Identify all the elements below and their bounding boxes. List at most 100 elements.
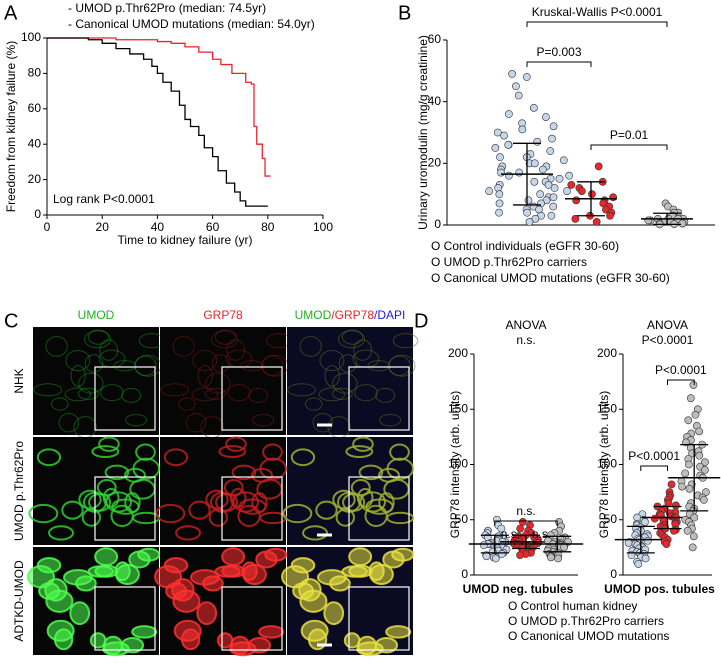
data-point [549,193,558,202]
tubule [94,547,119,567]
km-curve [47,37,268,207]
tubule [189,569,220,586]
data-point [624,539,633,547]
data-point [505,171,513,180]
data-point [641,518,649,526]
data-point [681,469,690,478]
data-point [525,218,534,226]
tubule [353,339,373,361]
data-point [511,82,520,91]
data-point [689,532,698,541]
subplot-title: ANOVA [647,318,688,332]
tubule [312,412,334,433]
data-point [504,110,513,118]
data-point [554,554,562,563]
micrograph [287,327,413,435]
significance-label: n.s. [516,504,535,518]
tubule [204,387,226,400]
tubule [324,364,340,387]
legend-entry: - UMOD p.Thr62Pro (median: 74.5yr) [68,1,266,15]
sd-bar [653,212,681,226]
tubule [348,564,373,578]
tubule [100,384,124,402]
tubule [33,383,63,397]
micrograph [33,327,159,435]
data-point [485,187,494,195]
tubule [84,354,104,373]
micrograph [160,327,286,435]
tubule [137,547,161,562]
column-header: GRP78 [203,308,243,322]
x-axis-label: Time to kidney failure (yr) [118,233,253,247]
legend-entry: O UMOD p.Thr62Pro carriers [508,614,664,628]
data-point [588,190,596,199]
data-point [541,113,550,121]
legend-entry: O UMOD p.Thr62Pro carriers [431,255,587,269]
data-point [491,554,500,563]
subplot-title: ANOVA [505,318,546,332]
tubule [323,601,345,626]
tubule [208,508,228,527]
data-point [495,190,504,199]
data-point [563,187,571,195]
annotation: Log rank P<0.0001 [53,192,155,206]
tubule [77,387,99,400]
tubule [299,589,328,613]
data-point [633,513,642,522]
tubule [248,387,269,403]
data-point [544,181,553,189]
y-tick-label: 150 [448,401,468,415]
sd-bar [577,181,605,217]
y-tick-label: 100 [21,30,41,44]
sd-bar [653,505,682,530]
data-point [522,73,531,81]
inset-frame [94,476,156,541]
tubule [155,503,186,524]
tubule [386,511,415,525]
tubule [125,413,148,427]
tubule [227,384,251,402]
tubule [300,619,329,642]
tubule [205,489,229,510]
legend-entry: O Canonical UMOD mutations (eGFR 30-60) [431,271,670,285]
tubule [64,387,92,402]
data-point [650,514,659,523]
tubule [163,448,189,467]
inset-frame [348,476,410,541]
data-point [529,103,538,112]
data-point [701,458,709,467]
tubule [211,354,231,373]
tubule [48,525,74,541]
data-point [671,501,680,510]
tubule [231,464,257,481]
legend-entry: O Canonical UMOD mutations [508,629,669,643]
data-point [641,554,650,563]
tubule [120,637,145,654]
tubule [131,625,158,639]
row-label: NHK [12,368,26,393]
tubule [89,632,107,649]
tubule [389,443,410,461]
data-point [491,144,500,152]
tubule [354,384,378,402]
tubule [69,601,91,626]
tubule [36,448,62,467]
data-point [530,159,539,168]
tubule [318,387,346,402]
data-point [643,536,652,545]
tubule [172,589,201,613]
y-tick-label: 80 [28,66,42,80]
data-point [518,518,527,526]
significance-label: P<0.0001 [628,449,680,463]
significance-label: n.s. [501,527,520,541]
tubule [173,619,202,642]
tubule [337,330,366,349]
significance-bracket [526,61,592,67]
data-point [685,484,694,493]
data-point [686,394,695,403]
tubule [102,488,120,508]
legend-entry: O Control human kidney [508,599,637,613]
data-point [530,177,539,186]
y-tick-label: 0 [34,207,41,221]
tubule [331,387,353,400]
